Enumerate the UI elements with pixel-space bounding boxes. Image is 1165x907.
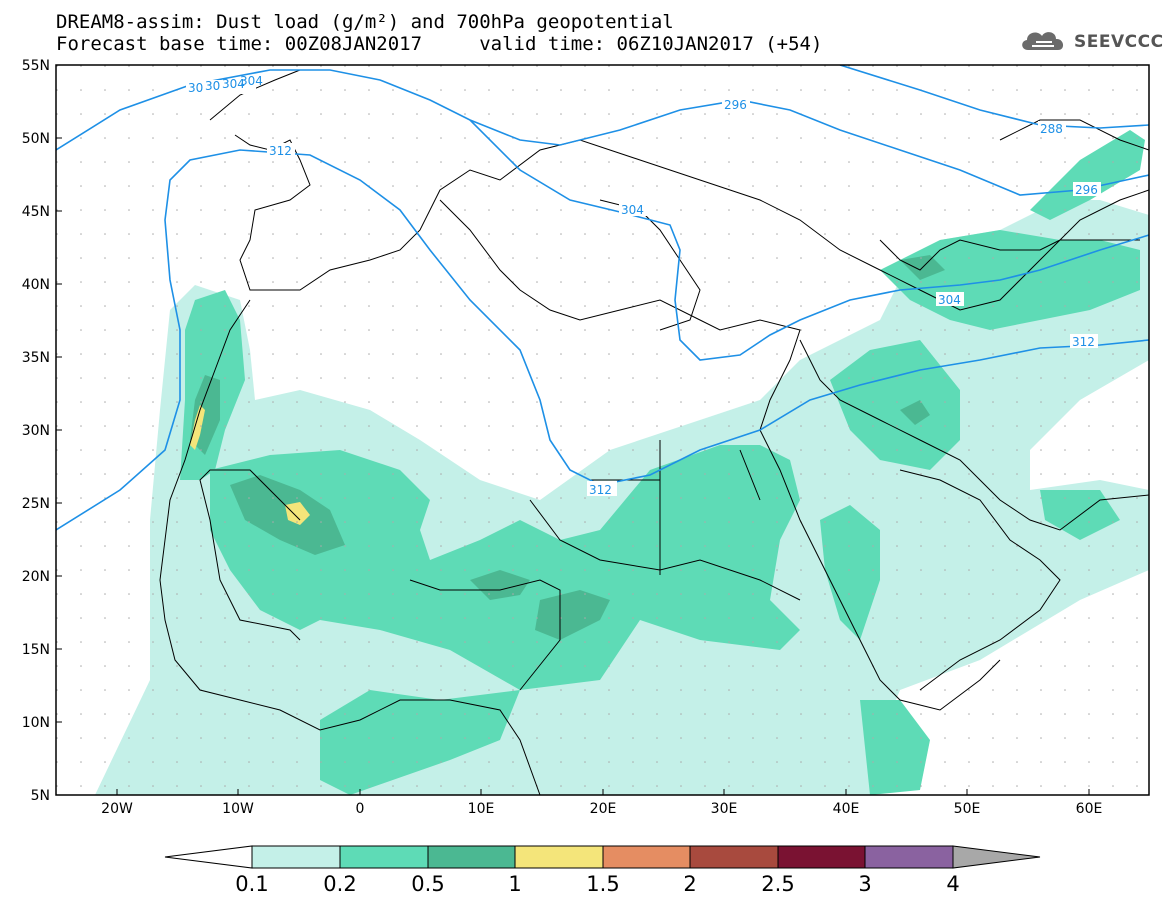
lat-label: 50N [22,131,50,147]
svg-text:30: 30 [205,79,220,93]
colorbar-tick: 3 [858,872,871,896]
svg-text:30: 30 [188,81,203,95]
lon-label: 20E [590,801,617,817]
lat-label: 45N [22,204,50,220]
colorbar-legend: 0.1 0.2 0.5 1 1.5 2 2.5 3 4 [164,845,1041,896]
colorbar-tick: 1.5 [586,872,619,896]
lon-label: 40E [833,801,860,817]
colorbar-tick: 0.5 [411,872,444,896]
svg-text:304: 304 [240,74,263,88]
colorbar-swatch [777,845,866,869]
lon-label: 20W [101,801,133,817]
colorbar-swatch [339,845,429,869]
contour-labels: 30 30 304 304 296 288 296 312 304 304 31… [186,74,1101,497]
svg-text:312: 312 [589,483,612,497]
lat-label: 15N [22,642,50,658]
colorbar-low-arrow [164,845,253,869]
lat-label: 5N [31,788,50,804]
svg-text:304: 304 [938,293,961,307]
lon-label: 10W [222,801,254,817]
lon-label: 50E [954,801,981,817]
colorbar-swatch [689,845,779,869]
lat-label: 10N [22,715,50,731]
colorbar-tick: 0.1 [235,872,268,896]
longitude-axis: 20W 10W 0 10E 20E 30E 40E 50E 60E [101,789,1102,817]
svg-text:296: 296 [1075,183,1098,197]
cloud-logo-icon [1018,26,1070,58]
colorbar-tick: 4 [946,872,959,896]
svg-text:312: 312 [269,144,292,158]
grid-dots [56,65,1149,795]
lon-label: 10E [468,801,495,817]
colorbar-swatch [427,845,516,869]
svg-text:304: 304 [222,77,245,91]
svg-text:288: 288 [1040,122,1063,136]
colorbar-swatch [864,845,954,869]
colorbar-tick: 2.5 [761,872,794,896]
lat-label: 40N [22,277,50,293]
colorbar-swatch [514,845,604,869]
brand-logo: SEEVCCC [1018,26,1164,58]
svg-text:304: 304 [621,203,644,217]
lat-label: 30N [22,423,50,439]
latitude-axis: 55N 50N 45N 40N 35N 30N 25N 20N 15N 10N … [22,58,62,804]
svg-text:312: 312 [1072,335,1095,349]
colorbar-tick: 2 [683,872,696,896]
lat-label: 25N [22,496,50,512]
colorbar-high-arrow [952,845,1041,869]
colorbar-tick: 0.2 [323,872,356,896]
colorbar-swatch [602,845,691,869]
colorbar-swatch [251,845,341,869]
map-title: DREAM8-assim: Dust load (g/m²) and 700hP… [56,11,674,33]
lon-label: 30E [711,801,738,817]
brand-name: SEEVCCC [1074,32,1164,52]
lon-label: 0 [356,801,365,817]
lon-label: 60E [1076,801,1103,817]
svg-text:296: 296 [724,98,747,112]
lat-label: 55N [22,58,50,74]
colorbar-tick: 1 [508,872,521,896]
lat-label: 20N [22,569,50,585]
map-subtitle: Forecast base time: 00Z08JAN2017 valid t… [56,33,823,55]
lat-label: 35N [22,350,50,366]
